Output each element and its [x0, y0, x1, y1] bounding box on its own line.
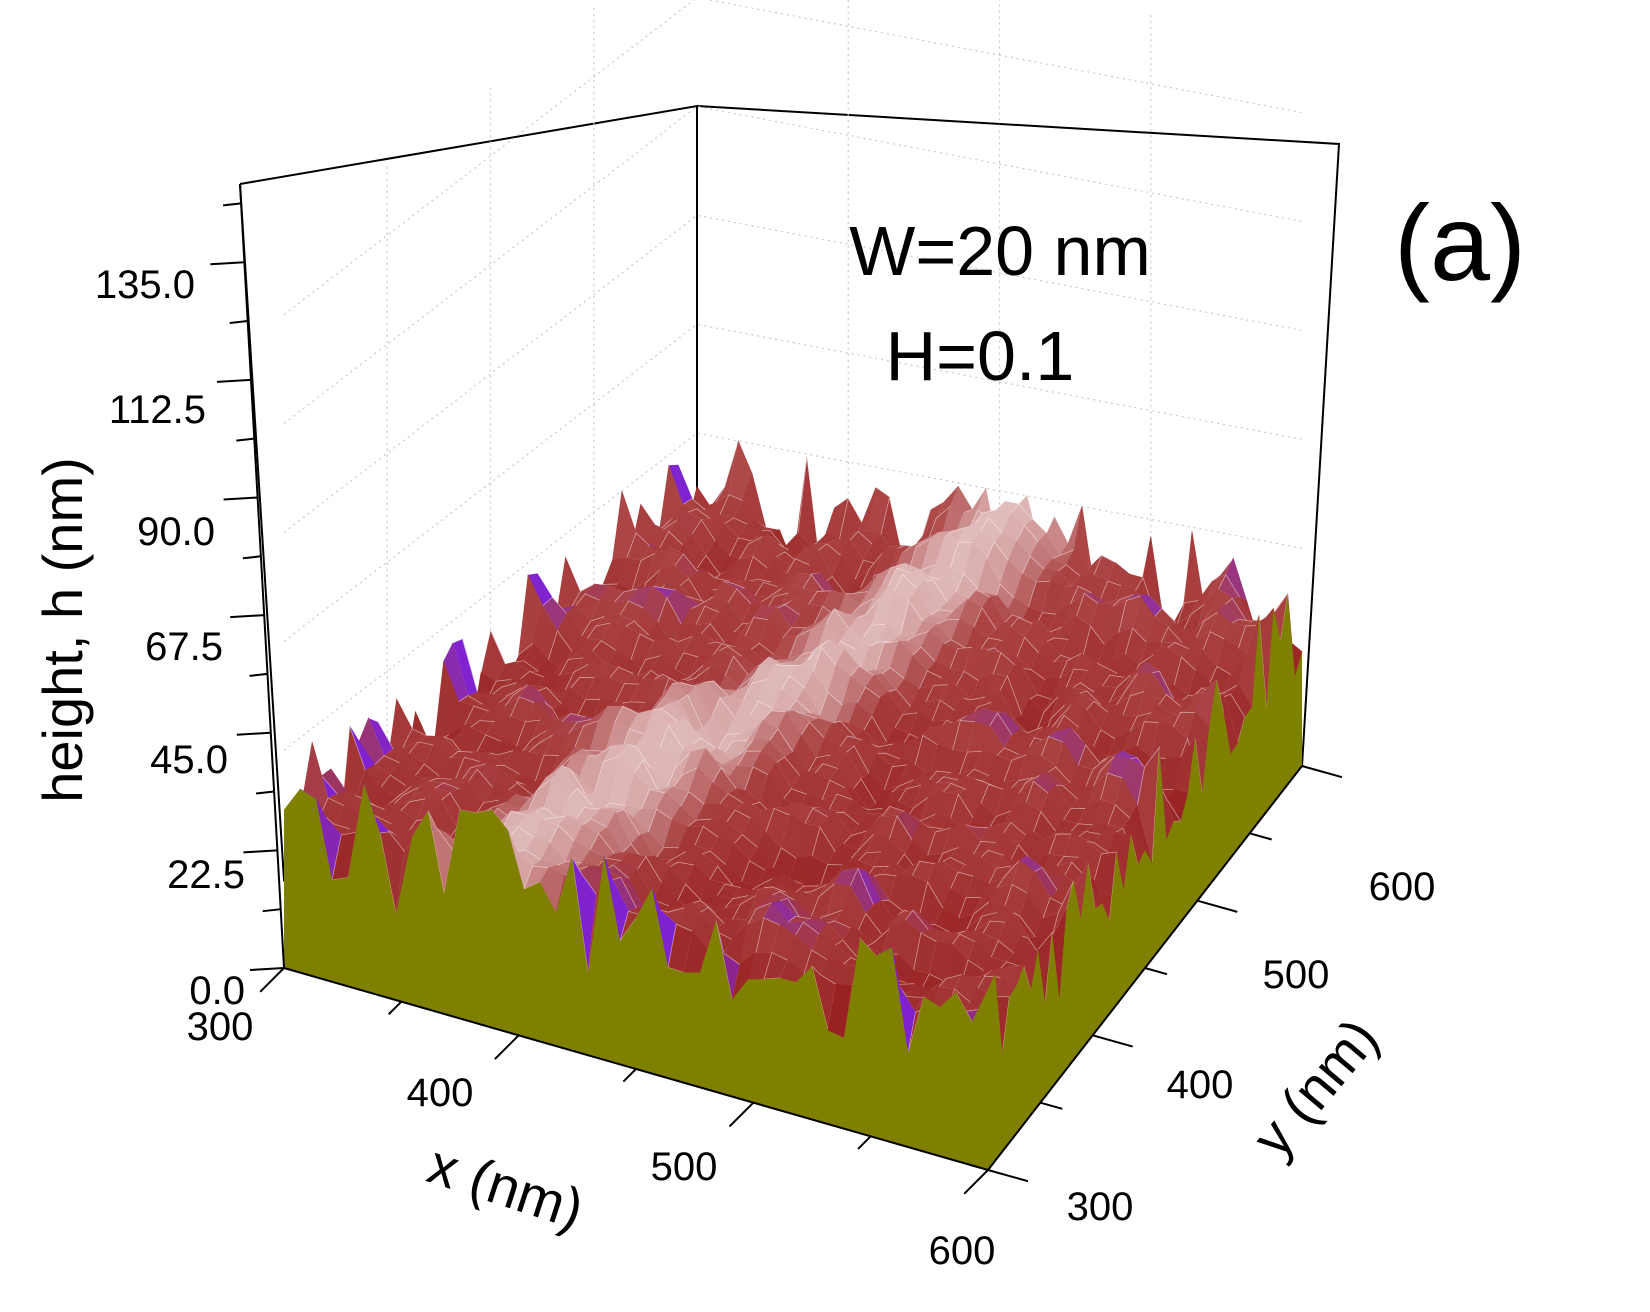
- z-tick: [222, 202, 242, 207]
- grid-line: [283, 323, 1303, 642]
- z-axis-ticks: [210, 183, 285, 971]
- y-tick: [1144, 967, 1168, 976]
- grid-line: [283, 0, 1303, 316]
- annotation-w: W=20 nm: [849, 212, 1151, 290]
- grid-line: [283, 105, 1303, 424]
- z-axis-title: height, h (nm): [31, 457, 94, 803]
- y-tick: [1092, 1034, 1133, 1048]
- y-tick: [1301, 765, 1343, 779]
- y-tick: [987, 1169, 1029, 1183]
- grid-line: [283, 214, 1303, 533]
- y-tick: [1249, 832, 1272, 841]
- x-tick-label-3: 600: [929, 1229, 996, 1273]
- z-tick: [255, 790, 275, 795]
- z-tick: [230, 614, 265, 619]
- z-tick: [242, 555, 262, 560]
- x-tick: [622, 1068, 637, 1083]
- front-left-wall: [284, 783, 988, 1170]
- z-axis-line: [239, 183, 285, 969]
- x-axis-title: x (nm): [421, 1132, 591, 1241]
- x-tick: [728, 1101, 755, 1128]
- z-tick: [210, 261, 245, 266]
- x-tick-label-1: 400: [407, 1071, 474, 1115]
- y-tick: [1040, 1101, 1063, 1110]
- y-tick-label-3: 600: [1369, 865, 1436, 909]
- z-tick-label-5: 112.5: [109, 388, 206, 432]
- x-tick: [388, 1000, 403, 1015]
- z-tick-label-3: 67.5: [145, 625, 223, 669]
- z-tick: [229, 320, 248, 325]
- y-tick: [1197, 899, 1238, 913]
- z-tick: [262, 908, 281, 913]
- z-tick-label-2: 45.0: [150, 738, 228, 782]
- annotation-h: H=0.1: [886, 317, 1075, 395]
- y-axis-title: y (nm): [1240, 1006, 1390, 1168]
- x-tick-label-2: 500: [651, 1145, 718, 1189]
- y-tick-label-1: 400: [1167, 1063, 1234, 1107]
- height-surface: [283, 439, 1303, 1055]
- x-tick: [259, 967, 285, 993]
- z-tick: [249, 967, 285, 971]
- x-tick: [857, 1135, 872, 1150]
- x-tick-label-0: 300: [187, 1005, 254, 1049]
- y-tick-label-2: 500: [1263, 953, 1330, 997]
- z-tick: [216, 378, 252, 383]
- z-tick: [249, 672, 268, 677]
- grid-line: [283, 432, 1303, 751]
- x-tick: [494, 1034, 520, 1060]
- z-tick-label-0: 0.0: [189, 969, 245, 1013]
- z-tick: [223, 496, 258, 501]
- z-tick-label-6: 135.0: [95, 263, 195, 307]
- z-tick-label-1: 22.5: [167, 853, 245, 897]
- x-axis-ticks: [259, 967, 989, 1195]
- panel-label: (a): [1394, 182, 1526, 303]
- z-tick: [236, 731, 271, 736]
- x-tick: [963, 1169, 989, 1195]
- z-tick-label-4: 90.0: [137, 510, 215, 554]
- z-tick: [243, 849, 278, 854]
- front-right-wall: [988, 593, 1302, 1170]
- z-tick: [236, 437, 255, 442]
- y-tick-label-0: 300: [1067, 1185, 1134, 1229]
- y-axis-ticks: [987, 765, 1343, 1183]
